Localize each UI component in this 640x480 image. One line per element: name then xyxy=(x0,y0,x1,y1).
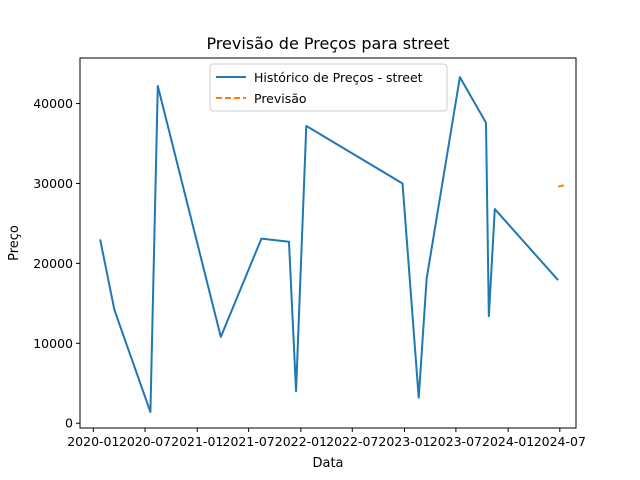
x-axis-label: Data xyxy=(312,456,343,471)
y-tick-label: 40000 xyxy=(33,96,73,111)
x-tick-label: 2022-07 xyxy=(326,434,378,449)
x-axis: 2020-01 2020-07 2021-01 2021-07 2022-01 2022-… xyxy=(67,428,586,449)
x-tick-label: 2021-01 xyxy=(171,434,223,449)
x-tick-label: 2024-07 xyxy=(534,434,586,449)
legend-box xyxy=(209,63,448,112)
x-tick-label: 2023-01 xyxy=(378,434,430,449)
legend: Histórico de Preços - street Previsão xyxy=(209,63,448,112)
y-axis: 0 10000 20000 30000 40000 xyxy=(33,96,80,431)
y-tick-label: 20000 xyxy=(33,256,73,271)
chart-title: Previsão de Preços para street xyxy=(206,34,449,53)
plot-frame xyxy=(79,57,577,429)
y-axis-label: Preço xyxy=(7,225,22,261)
plot-area xyxy=(99,76,567,414)
x-tick-label: 2024-01 xyxy=(482,434,534,449)
x-tick-label: 2023-07 xyxy=(430,434,482,449)
y-tick-label: 30000 xyxy=(33,176,73,191)
series-line-1 xyxy=(557,183,567,188)
x-tick-label: 2021-07 xyxy=(223,434,275,449)
y-tick-label: 10000 xyxy=(33,336,73,351)
series-line-0 xyxy=(99,76,559,414)
x-tick-label: 2022-01 xyxy=(275,434,327,449)
x-tick-label: 2020-01 xyxy=(67,434,119,449)
y-tick-label: 0 xyxy=(65,416,73,431)
legend-label-previsao: Previsão xyxy=(254,91,307,106)
legend-label-historico: Histórico de Preços - street xyxy=(254,70,423,85)
x-tick-label: 2020-07 xyxy=(119,434,171,449)
